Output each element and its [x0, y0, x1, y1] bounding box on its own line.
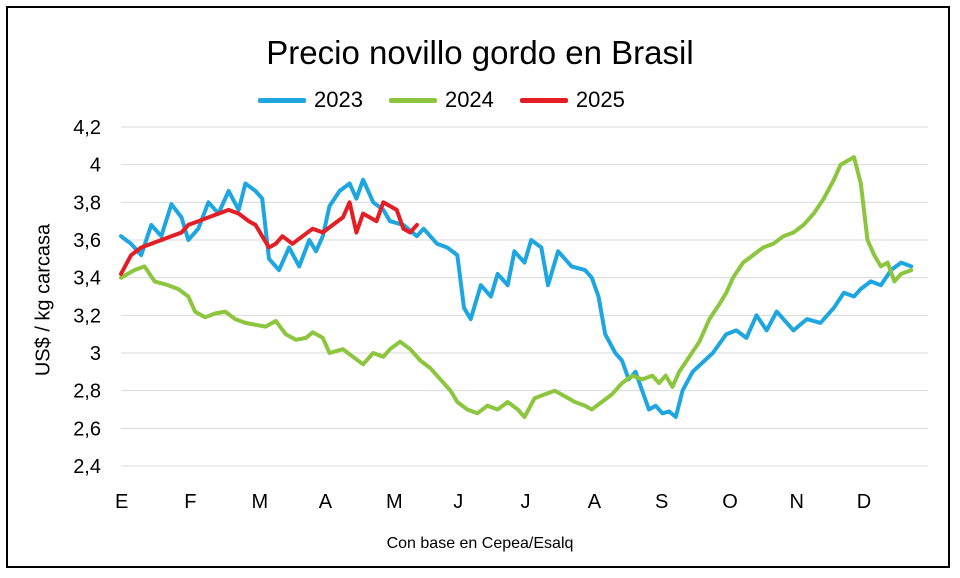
y-tick-label: 2,8 [73, 381, 101, 403]
legend-label-2024: 2024 [444, 87, 494, 112]
legend-item-2025: 2025 [519, 87, 625, 113]
legend-swatch-2024 [388, 97, 437, 103]
legend-label-2025: 2025 [575, 87, 625, 112]
legend-item-2023: 2023 [258, 87, 363, 113]
series-line-2023 [119, 177, 914, 419]
y-tick-label: 2,4 [73, 456, 101, 478]
y-tick-label: 3,6 [73, 230, 101, 252]
source-caption: Con base en Cepea/Esalq [386, 535, 574, 552]
legend-item-2024: 2024 [388, 87, 494, 113]
y-tick-label: 3,8 [73, 192, 101, 214]
x-tick-label: N [790, 491, 804, 513]
x-tick-label: M [252, 491, 269, 513]
legend-swatch-2025 [519, 97, 568, 103]
x-tick-label: F [184, 491, 196, 513]
y-tick-label: 3,2 [73, 305, 101, 327]
y-tick-label: 4,2 [73, 117, 101, 139]
series-line-2024 [119, 155, 914, 419]
x-tick-label: S [655, 491, 668, 513]
series-line-2025 [119, 200, 419, 276]
x-tick-label: E [115, 491, 128, 513]
legend-label-2023: 2023 [314, 87, 363, 112]
y-tick-label: 2,6 [73, 418, 101, 440]
chart-frame [6, 6, 950, 568]
legend-swatch-2023 [258, 97, 306, 103]
x-tick-label: A [319, 491, 333, 513]
x-tick-label: A [588, 491, 602, 513]
y-tick-label: 4 [90, 155, 101, 177]
x-tick-label: M [386, 491, 403, 513]
x-tick-label: O [722, 491, 738, 513]
y-tick-label: 3,4 [73, 268, 101, 290]
chart-title: Precio novillo gordo en Brasil [266, 34, 694, 71]
x-tick-label: J [453, 491, 463, 513]
x-tick-label: D [857, 491, 871, 513]
chart-legend: 2023 2024 2025 [258, 86, 625, 114]
x-tick-label: J [521, 491, 531, 513]
y-tick-label: 3 [90, 343, 101, 365]
